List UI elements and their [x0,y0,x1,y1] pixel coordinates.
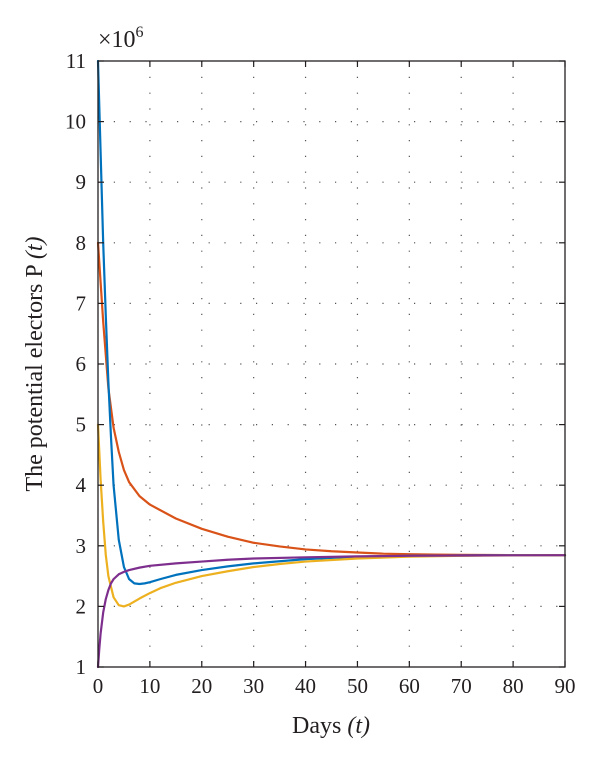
x-axis-title-text: Days [292,713,341,739]
x-axis-title-variable: (t) [347,713,370,739]
y-axis-title-text: The potential electors P [22,265,48,492]
x-tick-label: 40 [295,674,316,698]
y-tick-label: 10 [65,110,86,134]
y-tick-label: 7 [76,291,87,315]
x-tick-label: 10 [139,674,160,698]
y-tick-label: 6 [76,352,87,376]
series-line-1 [96,241,567,557]
y-axis-multiplier: ×106 [98,24,144,53]
x-tick-label: 20 [191,674,212,698]
y-tick-label: 1 [76,655,87,679]
series-line-2 [96,59,567,586]
y-tick-label: 11 [66,49,86,73]
x-tick-label: 30 [243,674,264,698]
series-line-3 [96,423,567,608]
tick-labels: 0 10 20 30 40 50 60 70 80 90 1 2 3 4 5 6 7 8 9 10 11 [65,49,576,698]
x-tick-label: 80 [503,674,524,698]
x-tick-label: 50 [347,674,368,698]
y-tick-label: 9 [76,170,87,194]
y-tick-label: 2 [76,594,87,618]
y-multiplier-base: ×10 [98,27,136,53]
y-axis-title-variable: (t) [22,236,48,259]
x-tick-label: 0 [93,674,104,698]
series-group [96,59,567,669]
y-tick-label: 3 [76,534,87,558]
y-tick-label: 4 [76,473,87,497]
x-axis-title: Days (t) [292,713,370,739]
x-tick-label: 70 [451,674,472,698]
x-tick-label: 60 [399,674,420,698]
axes [97,60,566,668]
y-tick-label: 8 [76,231,87,255]
y-multiplier-exponent: 6 [136,24,144,41]
y-axis-title: The potential electors P (t) [22,236,48,491]
y-tick-label: 5 [76,413,87,437]
x-tick-label: 90 [555,674,576,698]
series-line-4 [96,554,567,669]
